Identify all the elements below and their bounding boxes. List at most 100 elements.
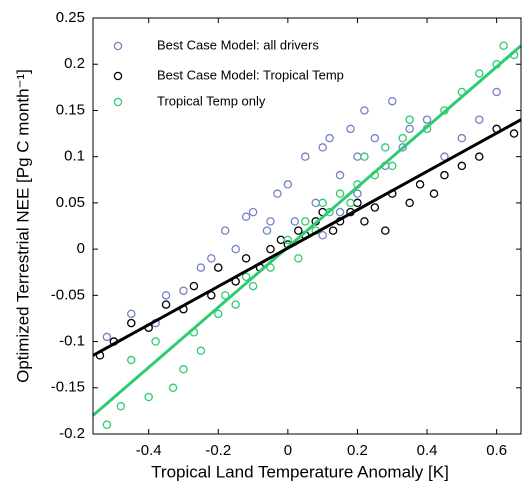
point [311, 198, 320, 208]
point [388, 96, 397, 106]
y-tick-label: 0 [77, 240, 85, 257]
point [429, 189, 439, 198]
point [196, 263, 206, 272]
y-tick-label: 0.25 [56, 9, 85, 26]
point [318, 143, 327, 152]
point [161, 291, 171, 300]
point [116, 402, 126, 411]
fit-line [92, 118, 522, 357]
point [405, 198, 414, 208]
x-axis-label: Tropical Land Temperature Anomaly [K] [151, 462, 449, 481]
point [353, 198, 362, 208]
point [318, 230, 327, 240]
point [370, 203, 380, 212]
point [248, 207, 258, 217]
y-tick-label: 0.15 [56, 101, 85, 118]
point [398, 133, 407, 143]
point [127, 309, 136, 319]
point [388, 161, 397, 171]
point [179, 286, 188, 295]
point [422, 115, 432, 124]
legend-marker [113, 97, 123, 107]
point [301, 217, 310, 226]
point [231, 300, 240, 309]
point [381, 143, 390, 152]
point [360, 106, 369, 115]
point [220, 291, 230, 300]
plot-frame [92, 17, 522, 435]
point [335, 170, 345, 180]
x-tick-label: 0 [284, 442, 292, 459]
legend-marker [113, 41, 123, 51]
point [179, 365, 188, 374]
y-tick-label: -0.2 [59, 425, 85, 442]
point [294, 254, 303, 263]
point [207, 254, 216, 263]
point [325, 133, 334, 143]
legend-marker [113, 71, 123, 81]
point [509, 129, 519, 138]
point [360, 217, 369, 226]
point [474, 115, 484, 124]
x-tick-label: -0.4 [136, 442, 162, 459]
y-tick-label: 0.1 [64, 148, 85, 165]
point [241, 212, 251, 222]
point [220, 226, 230, 235]
point [474, 152, 484, 161]
point [102, 420, 112, 430]
point [196, 346, 206, 356]
point [189, 281, 199, 291]
point [474, 69, 484, 78]
point [241, 254, 251, 263]
point [127, 355, 136, 365]
point [318, 198, 327, 208]
fit-line [92, 44, 522, 417]
point [266, 217, 275, 226]
point [241, 272, 251, 282]
point [405, 115, 414, 124]
point [248, 281, 258, 291]
point [346, 124, 355, 134]
x-tick-label: -0.2 [205, 442, 231, 459]
point [360, 152, 369, 161]
point [168, 383, 178, 393]
point [127, 318, 136, 328]
x-tick-label: 0.2 [347, 442, 368, 459]
point [405, 124, 414, 134]
point [381, 226, 390, 235]
x-tick-label: 0.4 [417, 442, 438, 459]
point [151, 337, 160, 346]
point [214, 309, 223, 319]
point [415, 180, 425, 189]
point [457, 133, 467, 143]
point [231, 244, 240, 254]
point [353, 152, 362, 161]
y-tick-label: -0.15 [51, 379, 85, 396]
point [440, 170, 449, 180]
point [276, 235, 286, 245]
point [301, 152, 310, 161]
point [102, 332, 112, 342]
point [262, 226, 272, 235]
point [346, 198, 355, 208]
legend-label: Tropical Temp only [157, 93, 266, 108]
point [370, 133, 380, 143]
point [325, 207, 334, 217]
point [335, 189, 345, 198]
y-tick-label: -0.1 [59, 333, 85, 350]
point [398, 143, 407, 152]
point [144, 392, 153, 402]
y-tick-label: -0.05 [51, 286, 85, 303]
point [283, 180, 293, 189]
y-tick-label: 0.05 [56, 194, 85, 211]
point [273, 189, 282, 198]
legend-label: Best Case Model: all drivers [157, 37, 319, 52]
legend-label: Best Case Model: Tropical Temp [157, 67, 344, 82]
point [335, 207, 345, 217]
point [266, 244, 275, 254]
point [290, 217, 300, 226]
point [328, 226, 338, 235]
point [294, 226, 303, 235]
point [457, 161, 467, 171]
